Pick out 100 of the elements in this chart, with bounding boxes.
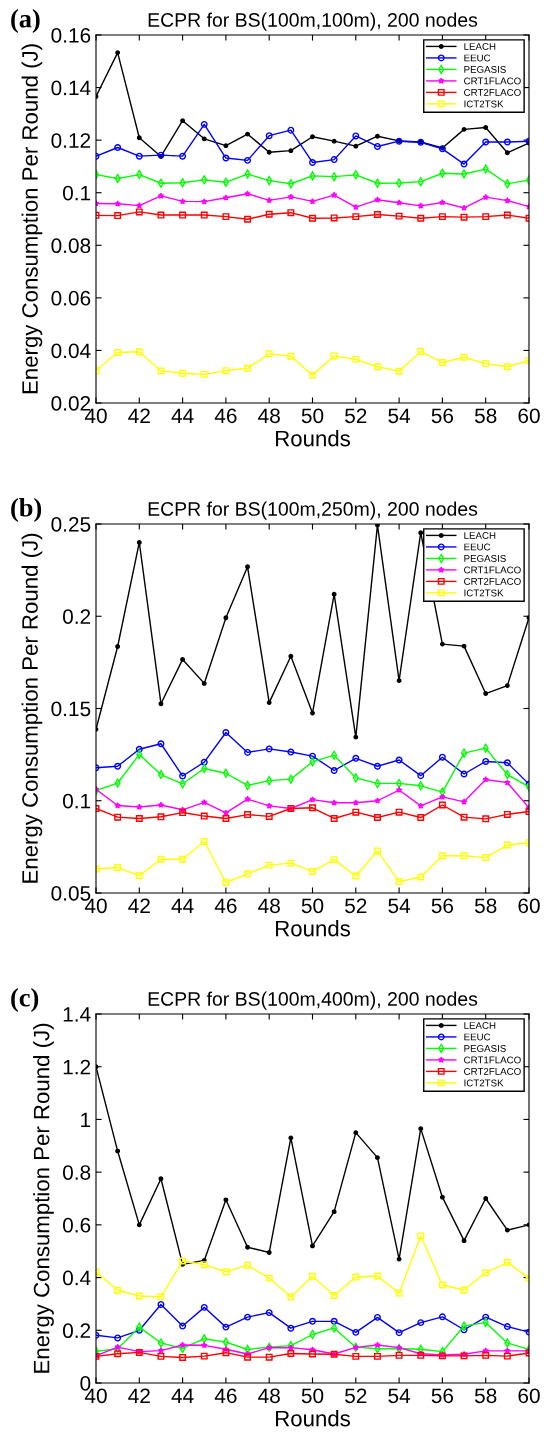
point — [179, 772, 187, 780]
y-tick-label: 0.1 — [62, 185, 91, 201]
point — [287, 1344, 295, 1351]
point — [330, 856, 338, 864]
point — [353, 143, 359, 149]
x-tick-label: 48 — [258, 408, 280, 424]
point — [504, 1347, 511, 1354]
point — [482, 193, 490, 201]
point — [438, 801, 446, 809]
point — [222, 879, 230, 886]
x-tick-label: 46 — [214, 408, 237, 424]
point — [309, 757, 316, 767]
legend-label: PEGASIS — [464, 66, 506, 73]
point — [114, 200, 121, 207]
point — [309, 371, 316, 379]
y-tick-label: 0.4 — [62, 1270, 91, 1286]
point — [460, 798, 468, 805]
y-tick-label: 1.4 — [63, 1007, 91, 1022]
point — [179, 1322, 187, 1330]
point — [245, 131, 250, 137]
y-axis-title: Energy Consumption Per Round (J) — [33, 1023, 54, 1373]
y-tick-label: 0.8 — [62, 1165, 91, 1180]
chart-title: ECPR for BS(100m,100m), 200 nodes — [148, 12, 478, 31]
line-series — [96, 208, 529, 223]
x-tick-label: 60 — [518, 408, 540, 424]
point — [460, 1321, 468, 1331]
point — [353, 1130, 359, 1136]
y-tick-label: 0.14 — [51, 80, 91, 96]
point — [244, 1313, 252, 1321]
point — [201, 175, 208, 185]
point — [288, 653, 294, 659]
point — [309, 804, 316, 812]
point — [331, 1323, 338, 1333]
point — [373, 211, 381, 219]
x-tick-label: 60 — [518, 898, 540, 914]
point — [223, 615, 229, 621]
point — [200, 1341, 208, 1349]
point — [482, 138, 490, 146]
x-tick-label: 56 — [431, 898, 454, 914]
point — [374, 797, 381, 804]
point — [373, 814, 381, 822]
point — [439, 787, 446, 797]
point — [395, 199, 403, 206]
point — [157, 769, 165, 780]
legend-label: ICT2TSK — [464, 589, 504, 597]
point — [288, 148, 294, 154]
point — [222, 729, 230, 736]
point — [287, 352, 295, 360]
point — [417, 177, 424, 187]
point — [157, 1352, 165, 1360]
point — [114, 802, 121, 809]
point — [352, 203, 360, 211]
point — [461, 126, 467, 132]
point — [265, 745, 273, 753]
x-axis-title: Rounds — [276, 430, 350, 447]
point — [504, 683, 510, 689]
point — [418, 530, 424, 536]
point — [136, 1322, 143, 1332]
point — [482, 757, 490, 765]
legend-label: CRT1FLACO — [464, 1056, 521, 1064]
point — [438, 213, 446, 221]
point — [503, 1258, 511, 1266]
point — [460, 852, 468, 860]
point — [395, 367, 403, 375]
point — [244, 364, 252, 372]
point — [503, 810, 511, 818]
point — [222, 809, 230, 816]
point — [265, 861, 273, 869]
point — [504, 1338, 511, 1348]
point — [244, 1261, 252, 1269]
y-axis-title: Energy Consumption Per Round (J) — [21, 533, 43, 883]
point — [114, 762, 122, 770]
x-axis-title: Rounds — [276, 1410, 350, 1427]
point — [417, 814, 425, 822]
point — [135, 208, 143, 216]
point — [353, 734, 359, 740]
point — [309, 867, 316, 875]
point — [115, 1148, 121, 1154]
point — [266, 1250, 272, 1255]
x-tick-label: 58 — [474, 1388, 497, 1404]
point — [157, 1293, 165, 1301]
point — [482, 854, 490, 862]
point — [115, 50, 121, 56]
point — [330, 814, 338, 822]
y-tick-label: 0.15 — [51, 701, 91, 717]
point — [179, 152, 187, 160]
point — [200, 1261, 208, 1269]
point — [439, 641, 445, 647]
point — [200, 812, 208, 820]
point — [439, 198, 446, 206]
point — [179, 211, 187, 219]
point — [396, 178, 403, 188]
point — [504, 779, 511, 786]
point — [244, 1350, 251, 1357]
point — [179, 369, 187, 377]
line-series — [96, 838, 529, 886]
point — [461, 1238, 467, 1244]
x-tick-label: 58 — [474, 408, 497, 424]
point — [114, 813, 122, 821]
point — [157, 855, 165, 863]
